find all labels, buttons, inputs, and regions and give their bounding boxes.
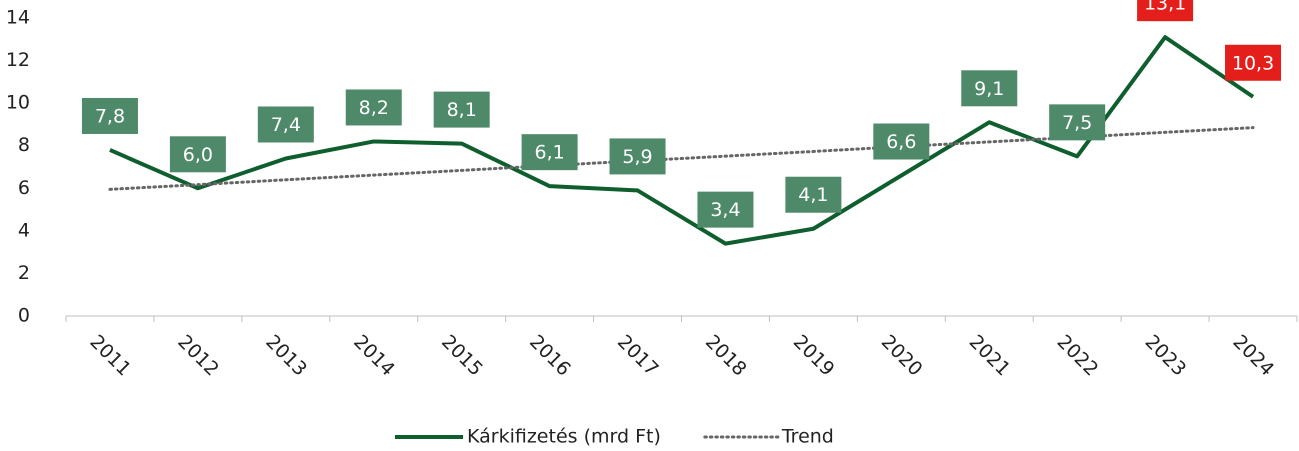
y-tick-label: 6 [18, 177, 30, 199]
x-tick-label: 2019 [789, 331, 839, 381]
x-tick-label: 2018 [701, 331, 751, 381]
x-tick-label: 2013 [261, 331, 311, 381]
value-label-box [169, 136, 226, 173]
value-label: 8,2 [359, 97, 389, 119]
value-label: 7,8 [95, 105, 125, 127]
legend-label: Trend [781, 426, 834, 448]
x-tick-label: 2023 [1141, 331, 1191, 381]
y-tick-label: 12 [6, 49, 30, 71]
x-tick-label: 2012 [173, 331, 223, 381]
value-label: 10,3 [1232, 52, 1274, 74]
value-label-box [1049, 104, 1106, 141]
x-tick-label: 2024 [1229, 331, 1279, 381]
x-tick-label: 2020 [877, 331, 927, 381]
y-tick-label: 14 [6, 7, 30, 29]
value-label: 7,5 [1062, 112, 1092, 134]
y-tick-label: 0 [18, 305, 30, 327]
x-tick-label: 2017 [613, 331, 663, 381]
value-label: 8,1 [447, 99, 477, 121]
legend-label: Kárkifizetés (mrd Ft) [467, 426, 661, 448]
y-tick-label: 2 [18, 262, 30, 284]
value-label-box [1225, 44, 1282, 81]
data-line [109, 35, 1255, 246]
value-label-box [257, 106, 314, 143]
value-label: 3,4 [710, 199, 740, 221]
y-tick-label: 4 [18, 219, 30, 241]
value-label: 5,9 [622, 146, 652, 168]
value-label: 4,1 [798, 184, 828, 206]
value-label: 9,1 [974, 78, 1004, 100]
value-label-box [697, 191, 754, 228]
value-label-box [961, 70, 1018, 107]
x-tick-label: 2016 [525, 331, 575, 381]
value-label: 6,0 [183, 144, 213, 166]
y-tick-label: 10 [6, 92, 30, 114]
value-label-box [609, 138, 666, 175]
x-tick-label: 2011 [85, 331, 135, 381]
value-label-box [81, 97, 138, 134]
value-label-box [785, 176, 842, 213]
value-label: 13,1 [1144, 0, 1186, 15]
x-tick-label: 2014 [349, 331, 399, 381]
y-tick-label: 8 [18, 134, 30, 156]
value-label-box [521, 134, 578, 171]
x-tick-label: 2021 [965, 331, 1015, 381]
value-label-box [433, 91, 490, 128]
value-label: 6,1 [534, 142, 564, 164]
value-label-box [345, 89, 402, 126]
value-label-box [1137, 0, 1194, 22]
value-label: 7,4 [271, 114, 301, 136]
x-tick-label: 2015 [437, 331, 487, 381]
value-label: 6,6 [886, 131, 916, 153]
value-label-box [873, 123, 930, 160]
x-tick-label: 2022 [1053, 331, 1103, 381]
